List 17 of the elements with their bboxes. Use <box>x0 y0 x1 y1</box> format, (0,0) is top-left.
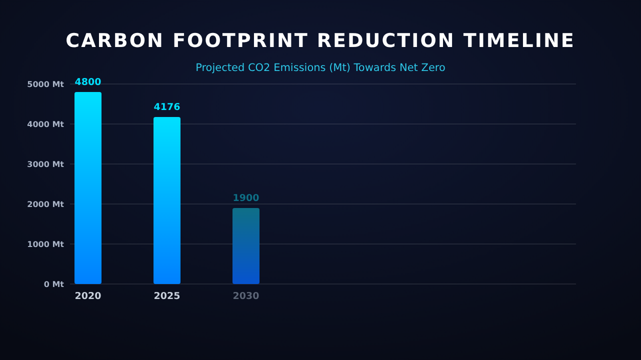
x-tick-label: 2020 <box>74 291 102 302</box>
bar <box>232 208 260 284</box>
y-tick-label: 3000 Mt <box>27 160 64 169</box>
y-tick-label: 5000 Mt <box>27 80 64 89</box>
data-label: 4176 <box>154 102 181 113</box>
bar <box>74 92 102 284</box>
data-label: 4800 <box>74 77 102 88</box>
x-tick-label: 2025 <box>154 291 180 302</box>
y-tick-label: 2000 Mt <box>27 200 64 209</box>
x-tick-label: 2030 <box>232 291 260 302</box>
text: Projected CO2 Emissions (Mt) Towards Net Zero <box>196 62 446 74</box>
data-label: 1900 <box>232 193 260 204</box>
y-tick-label: 0 Mt <box>44 280 64 289</box>
bar <box>154 116 180 284</box>
y-tick-label: 4000 Mt <box>27 120 64 129</box>
y-tick-label: 1000 Mt <box>27 240 64 249</box>
chart-title: CARBON FOOTPRINT REDUCTION TIMELINE <box>66 30 576 52</box>
